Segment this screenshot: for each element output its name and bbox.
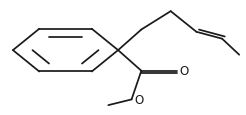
Text: O: O: [135, 93, 144, 106]
Text: O: O: [180, 65, 189, 78]
